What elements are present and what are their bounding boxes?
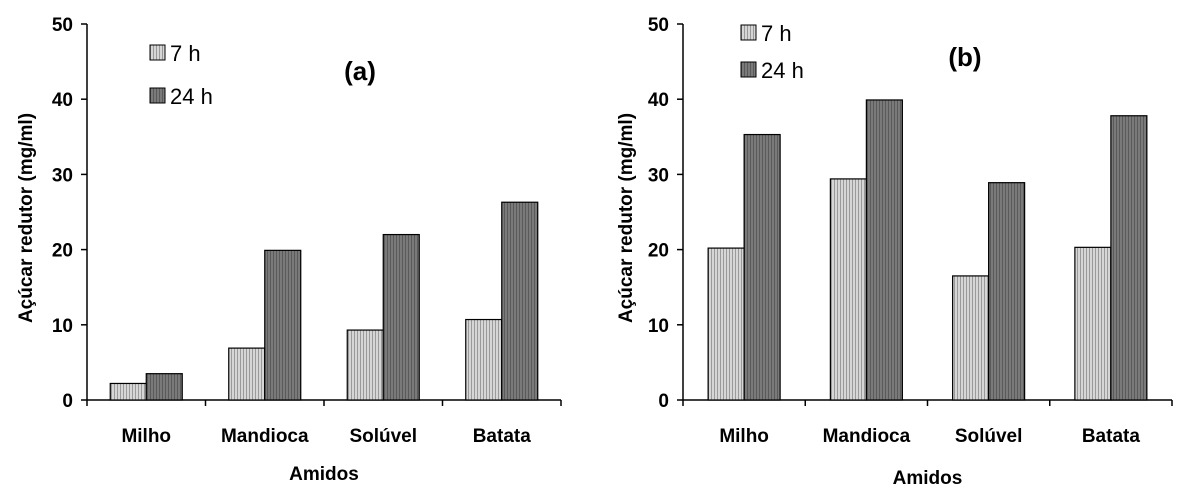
chart-panel-b: 0 10 20 30 40 50 Milho Mandioca Solúvel Batata Ami… <box>616 15 1173 486</box>
y-tick-label: 30 <box>52 165 73 186</box>
panel-title: (b) <box>948 42 981 72</box>
x-category-label: Mandioca <box>823 426 911 447</box>
y-tick-label: 50 <box>52 15 73 36</box>
y-tick-label: 0 <box>658 391 669 412</box>
y-tick-label: 0 <box>62 391 73 412</box>
y-axis-label: Açúcar redutor (mg/ml) <box>616 113 637 323</box>
y-tick-label: 10 <box>648 316 669 337</box>
bar-24h-solúvel <box>382 233 420 401</box>
bar-7h-batata <box>465 318 503 401</box>
legend-swatch <box>149 44 166 61</box>
x-axis-label: Amidos <box>289 464 359 485</box>
bar-7h-batata <box>1074 246 1112 401</box>
bar-24h-milho <box>145 373 183 401</box>
bar-7h-milho <box>109 382 147 401</box>
y-axis-label: Açúcar redutor (mg/ml) <box>16 113 37 323</box>
y-tick-label: 20 <box>52 241 73 262</box>
bar-7h-mandioca <box>228 347 266 401</box>
y-tick-label: 30 <box>648 165 669 186</box>
legend-label: 24 h <box>170 84 213 109</box>
x-category-label: Milho <box>121 426 171 447</box>
panel-title: (a) <box>344 56 376 86</box>
x-category-label: Solúvel <box>955 426 1023 447</box>
y-tick-label: 50 <box>648 15 669 36</box>
x-category-label: Milho <box>719 426 769 447</box>
bar-7h-solúvel <box>952 275 990 401</box>
legend-swatch <box>740 61 757 78</box>
bar-24h-solúvel <box>988 182 1026 401</box>
x-category-label: Batata <box>1082 426 1141 447</box>
bar-24h-batata <box>1110 115 1148 401</box>
x-axis-label: Amidos <box>893 468 963 486</box>
bar-7h-solúvel <box>346 329 384 401</box>
bar-7h-mandioca <box>829 178 867 401</box>
y-tick-label: 10 <box>52 316 73 337</box>
bar-24h-batata <box>501 201 539 401</box>
legend-swatch <box>740 24 757 41</box>
x-category-label: Mandioca <box>221 426 309 447</box>
bar-24h-mandioca <box>264 249 302 401</box>
x-category-label: Solúvel <box>349 426 417 447</box>
y-tick-label: 20 <box>648 241 669 262</box>
bar-24h-mandioca <box>865 99 903 401</box>
legend-label: 7 h <box>170 41 201 66</box>
legend-label: 24 h <box>761 58 804 83</box>
bar-7h-milho <box>707 247 745 401</box>
legend-swatch <box>149 87 166 104</box>
x-category-label: Batata <box>473 426 532 447</box>
y-tick-label: 40 <box>52 90 73 111</box>
legend-label: 7 h <box>761 21 792 46</box>
chart-panel-a: 0 10 20 30 40 50 Milho Mandioca Solúvel Batata Ami… <box>16 15 562 485</box>
bar-24h-milho <box>743 133 781 401</box>
y-tick-label: 40 <box>648 90 669 111</box>
